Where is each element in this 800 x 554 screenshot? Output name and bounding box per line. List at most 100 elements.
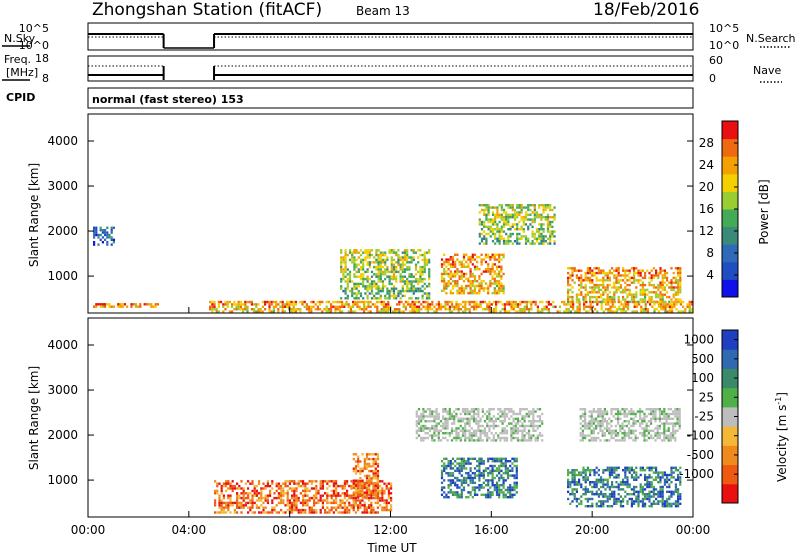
velocity-cell	[602, 485, 605, 489]
velocity-cell	[499, 420, 502, 423]
velocity-cell	[357, 469, 360, 473]
velocity-cell	[513, 484, 516, 487]
velocity-cell	[415, 429, 418, 432]
velocity-cell	[668, 505, 671, 508]
power-cell	[666, 279, 669, 282]
power-cell	[390, 256, 393, 259]
velocity-cell	[238, 506, 241, 509]
power-cell	[440, 275, 444, 278]
power-cell	[479, 303, 482, 306]
velocity-cell	[445, 467, 448, 470]
velocity-cell	[677, 502, 680, 505]
power-cell	[368, 292, 371, 295]
power-cell	[613, 298, 616, 301]
velocity-cell	[497, 436, 500, 440]
velocity-cell	[426, 427, 429, 430]
power-cell	[578, 288, 581, 292]
velocity-cell	[644, 473, 647, 477]
power-cell	[567, 310, 570, 313]
power-ytick-label-2: 3000	[47, 179, 78, 193]
power-cell	[370, 280, 374, 283]
power-cell	[384, 253, 387, 257]
power-cell	[321, 310, 324, 313]
velocity-cell	[595, 466, 598, 469]
velocity-cell	[264, 499, 267, 502]
velocity-cell	[381, 506, 384, 509]
velocity-cell	[487, 474, 490, 477]
velocity-cell	[647, 432, 650, 435]
velocity-cell	[321, 504, 324, 507]
velocity-cell	[468, 410, 471, 413]
power-cell	[529, 223, 532, 226]
power-cell	[597, 288, 600, 292]
velocity-cell	[591, 505, 594, 508]
power-cell	[353, 287, 356, 290]
power-cell	[480, 260, 483, 264]
velocity-cell	[337, 484, 340, 488]
velocity-cell	[260, 499, 263, 502]
velocity-cell	[569, 485, 572, 489]
velocity-cell	[341, 506, 344, 509]
velocity-cell	[415, 412, 418, 416]
power-cell	[589, 279, 592, 282]
power-cell	[382, 305, 385, 308]
velocity-cell	[462, 476, 466, 480]
power-cell	[475, 308, 478, 311]
power-cell	[374, 305, 377, 308]
velocity-cell	[354, 472, 358, 475]
power-cell	[633, 305, 636, 308]
velocity-cell	[656, 427, 659, 430]
velocity-cell	[460, 469, 463, 472]
power-cell	[344, 265, 347, 269]
power-cell	[496, 230, 499, 233]
velocity-cell	[538, 424, 542, 428]
velocity-cell	[450, 412, 454, 416]
power-cell	[480, 232, 484, 236]
power-cell	[591, 271, 594, 275]
power-cell	[373, 261, 376, 264]
power-cell	[288, 303, 291, 306]
power-cell	[646, 308, 649, 311]
power-cell	[386, 256, 389, 259]
velocity-cell	[621, 436, 624, 440]
power-cell	[480, 258, 483, 261]
velocity-cell	[641, 485, 644, 489]
velocity-cell	[233, 511, 236, 514]
velocity-cell	[335, 480, 338, 483]
velocity-cell	[650, 429, 653, 432]
velocity-cell	[229, 499, 232, 502]
velocity-cell	[387, 494, 390, 497]
velocity-cell	[306, 501, 309, 505]
velocity-cell	[513, 476, 516, 480]
velocity-cell	[280, 487, 283, 490]
velocity-cell	[630, 488, 633, 491]
velocity-cell	[670, 469, 673, 472]
velocity-cell	[365, 465, 369, 468]
power-cell	[403, 280, 407, 283]
power-cell	[444, 300, 447, 304]
power-cell	[509, 232, 512, 236]
velocity-cell	[579, 439, 582, 442]
power-cell	[345, 303, 348, 306]
power-cell	[538, 213, 541, 216]
velocity-cell	[674, 422, 677, 425]
velocity-cell	[611, 485, 614, 489]
velocity-cell	[601, 429, 604, 432]
velocity-cell	[634, 429, 637, 432]
power-cell	[112, 226, 115, 229]
power-cell	[386, 275, 389, 278]
power-cell	[446, 303, 449, 306]
velocity-cell	[672, 422, 675, 425]
velocity-cell	[361, 492, 364, 495]
power-cell	[403, 294, 407, 298]
velocity-cell	[477, 427, 480, 430]
power-cell	[597, 295, 600, 299]
velocity-cell	[321, 482, 324, 485]
power-cell	[378, 300, 381, 304]
power-cell	[600, 283, 603, 287]
power-cell	[511, 213, 514, 216]
velocity-cell	[451, 462, 455, 465]
velocity-cell	[451, 474, 455, 477]
power-cell	[386, 292, 389, 295]
velocity-cell	[644, 502, 647, 505]
